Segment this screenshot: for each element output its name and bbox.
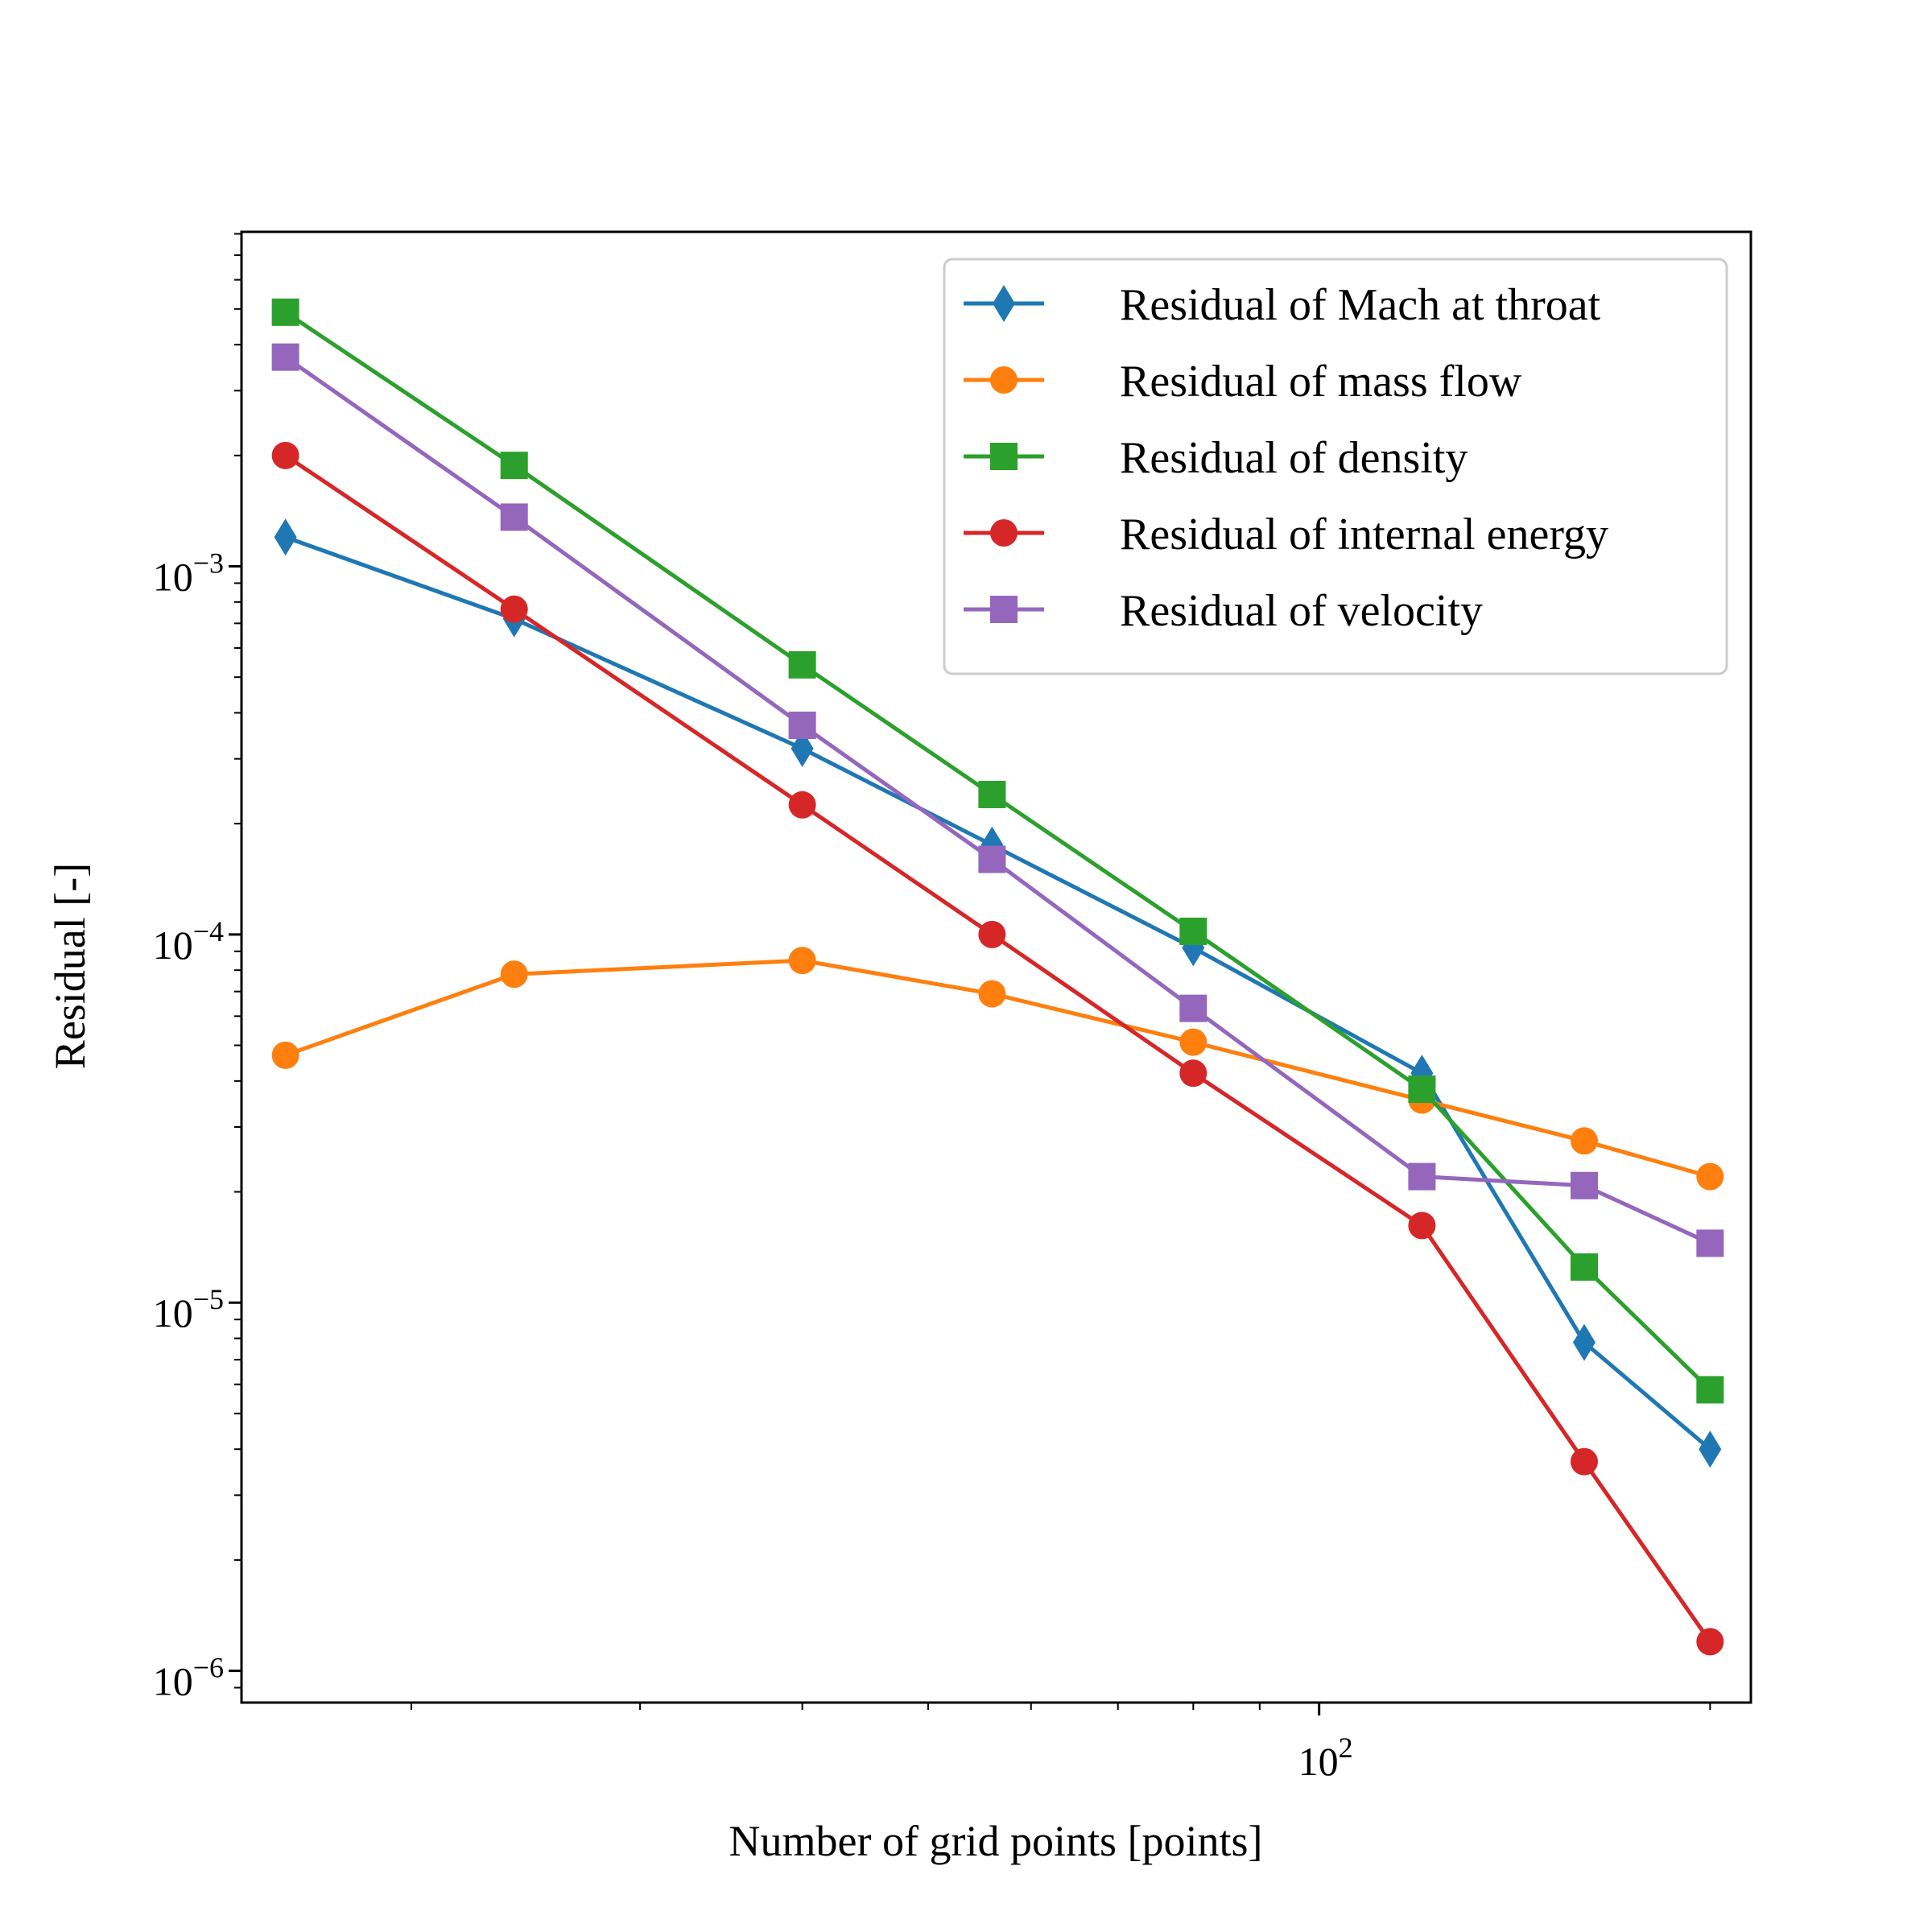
y-tick-label: 10−6	[153, 1652, 224, 1704]
data-point	[1408, 1162, 1436, 1191]
plot-frame	[240, 230, 1752, 1704]
data-point	[271, 441, 299, 469]
data-point	[271, 343, 299, 371]
legend-item: Residual of Mach at throat	[964, 280, 1601, 330]
data-point	[274, 518, 297, 556]
legend-marker	[990, 366, 1018, 394]
series-2	[271, 947, 1724, 1191]
legend-item: Residual of mass flow	[964, 357, 1522, 407]
y-tick-label: 10−3	[153, 547, 224, 600]
series-5	[271, 343, 1724, 1257]
series-line	[284, 310, 1712, 1392]
legend-label: Residual of Mach at throat	[1120, 280, 1601, 330]
legend-item: Residual of density	[964, 433, 1468, 483]
data-point	[1570, 1447, 1598, 1476]
data-point	[500, 960, 528, 989]
data-point	[1696, 1229, 1724, 1257]
data-point	[791, 729, 814, 767]
x-axis-label: Number of grid points [points]	[729, 1817, 1263, 1865]
data-point	[1408, 1212, 1436, 1240]
data-point	[1179, 1059, 1208, 1088]
data-point	[500, 595, 528, 623]
data-point	[978, 980, 1006, 1008]
legend-label: Residual of velocity	[1120, 586, 1483, 636]
legend-item: Residual of velocity	[964, 586, 1483, 636]
data-point	[788, 711, 816, 739]
data-point	[1179, 994, 1208, 1022]
data-point	[500, 452, 528, 480]
legend-marker	[993, 285, 1015, 322]
data-point	[1570, 1171, 1598, 1199]
data-point	[978, 780, 1006, 808]
legend-box	[943, 258, 1728, 675]
series-3	[271, 298, 1724, 1404]
y-axis-label: Residual [-]	[46, 863, 94, 1069]
axis-ticks: 102 10−3 10−4 10−5 10−6	[153, 233, 1711, 1784]
data-point	[978, 920, 1006, 948]
data-point	[1696, 1628, 1724, 1656]
legend: Residual of Mach at throat Residual of ma…	[943, 258, 1728, 675]
data-point	[1699, 1430, 1722, 1468]
legend-marker	[990, 519, 1018, 547]
data-point	[978, 845, 1006, 873]
legend-label: Residual of mass flow	[1120, 357, 1522, 407]
series-line	[284, 355, 1711, 1245]
data-point	[1570, 1127, 1598, 1155]
series-4	[271, 441, 1724, 1656]
plot-area	[271, 298, 1724, 1656]
data-point	[271, 1041, 299, 1069]
data-point	[788, 947, 816, 975]
data-point	[1408, 1075, 1436, 1104]
y-tick-label: 10−4	[153, 915, 224, 968]
data-point	[1572, 1323, 1596, 1361]
data-point	[1179, 1028, 1208, 1056]
y-tick-label: 10−5	[153, 1283, 224, 1335]
data-point	[271, 298, 299, 326]
legend-marker	[990, 596, 1018, 623]
legend-label: Residual of internal energy	[1120, 510, 1608, 559]
series-line	[284, 958, 1711, 1179]
data-point	[788, 650, 816, 679]
data-point	[1570, 1253, 1598, 1281]
series-line	[284, 453, 1712, 1643]
data-point	[1696, 1162, 1724, 1191]
legend-label: Residual of density	[1120, 433, 1468, 483]
data-point	[788, 791, 816, 819]
data-point	[1696, 1376, 1724, 1404]
x-tick-label: 102	[1298, 1732, 1353, 1784]
data-point	[1179, 917, 1208, 945]
legend-item: Residual of internal energy	[964, 510, 1608, 559]
data-point	[500, 503, 528, 531]
legend-marker	[990, 443, 1018, 470]
